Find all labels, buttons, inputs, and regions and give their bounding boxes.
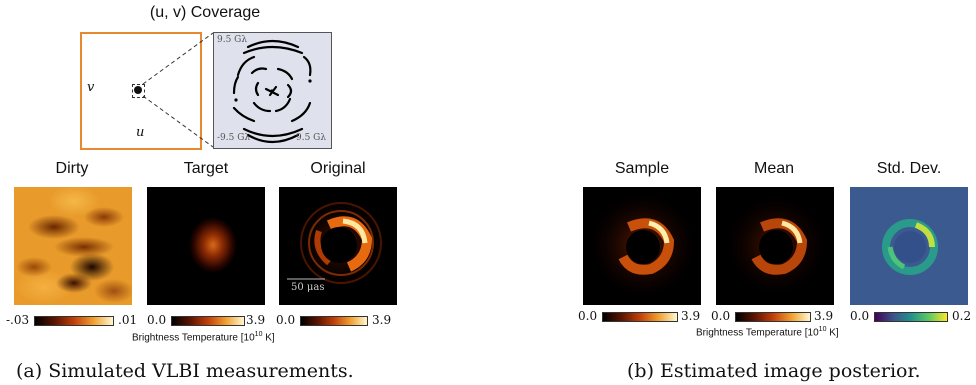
brightness-label-b-exp: 10: [818, 326, 827, 333]
std-title: Std. Dev.: [876, 160, 942, 177]
dirty-colorbar: [34, 316, 114, 326]
target-cbar-min: 0.0: [147, 313, 167, 327]
original-colorbar: [300, 316, 368, 326]
uv-tracks: [232, 39, 312, 144]
target-cbar-max: 3.9: [246, 313, 266, 327]
coverage-title-text: (u, v) Coverage: [149, 4, 261, 21]
std-cbar-min: 0.0: [850, 309, 870, 323]
brightness-label-b-unit: K]: [826, 327, 839, 339]
std-image: [850, 187, 968, 305]
original-image: 50 μas: [279, 187, 397, 305]
caption-b: (b) Estimated image posterior.: [627, 360, 921, 382]
uv-center-dots: [134, 86, 142, 94]
dirty-cbar-min: -.03: [6, 313, 30, 327]
brightness-label-a-unit: K]: [262, 332, 275, 344]
inset-label-top-left: 9.5 Gλ: [217, 35, 248, 45]
dirty-image: [14, 187, 132, 305]
mean-cbar-max: 3.9: [814, 309, 834, 323]
target-title: Target: [183, 160, 229, 177]
sample-image: [583, 187, 701, 305]
mean-title: Mean: [753, 160, 795, 177]
dirty-title: Dirty: [55, 160, 89, 177]
std-ring: [882, 219, 938, 275]
sample-title: Sample: [614, 160, 670, 177]
brightness-label-a-exp: 10: [254, 331, 263, 338]
target-colorbar: [171, 316, 245, 326]
sample-colorbar: [602, 312, 678, 322]
sample-ring: [591, 193, 695, 297]
brightness-label-b-text: Brightness Temperature [10: [696, 327, 819, 339]
scale-bar-label: 50 μas: [291, 282, 325, 293]
dirty-cbar-max: .01: [118, 313, 138, 327]
caption-a: (a) Simulated VLBI measurements.: [16, 360, 354, 382]
brightness-label-a: Brightness Temperature [1010 K]: [132, 331, 275, 343]
original-cbar-min: 0.0: [276, 313, 296, 327]
std-cbar-max: 0.2: [952, 309, 972, 323]
uv-axis-v-label: v: [87, 80, 95, 95]
original-cbar-max: 3.9: [372, 313, 392, 327]
std-colorbar: [874, 312, 948, 322]
sample-cbar-min: 0.0: [578, 309, 598, 323]
coverage-title: (u, v) Coverage: [110, 4, 300, 22]
mean-image: [716, 187, 834, 305]
inset-label-bottom-left: -9.5 Gλ: [217, 133, 251, 143]
inset-label-bottom-right: 9.5 Gλ: [296, 133, 327, 143]
original-title: Original: [310, 160, 366, 177]
uv-center-box: [132, 84, 145, 98]
mean-cbar-min: 0.0: [711, 309, 731, 323]
target-image: [147, 187, 265, 305]
mean-ring: [726, 195, 826, 295]
brightness-label-a-text: Brightness Temperature [10: [132, 332, 255, 344]
uv-plane-frame: [80, 32, 202, 150]
brightness-label-b: Brightness Temperature [1010 K]: [696, 326, 839, 338]
mean-colorbar: [735, 312, 811, 322]
uv-inset: 9.5 Gλ -9.5 Gλ 9.5 Gλ: [213, 32, 332, 149]
original-ring: [287, 195, 389, 291]
sample-cbar-max: 3.9: [681, 309, 701, 323]
uv-axis-u-label: u: [136, 125, 145, 140]
